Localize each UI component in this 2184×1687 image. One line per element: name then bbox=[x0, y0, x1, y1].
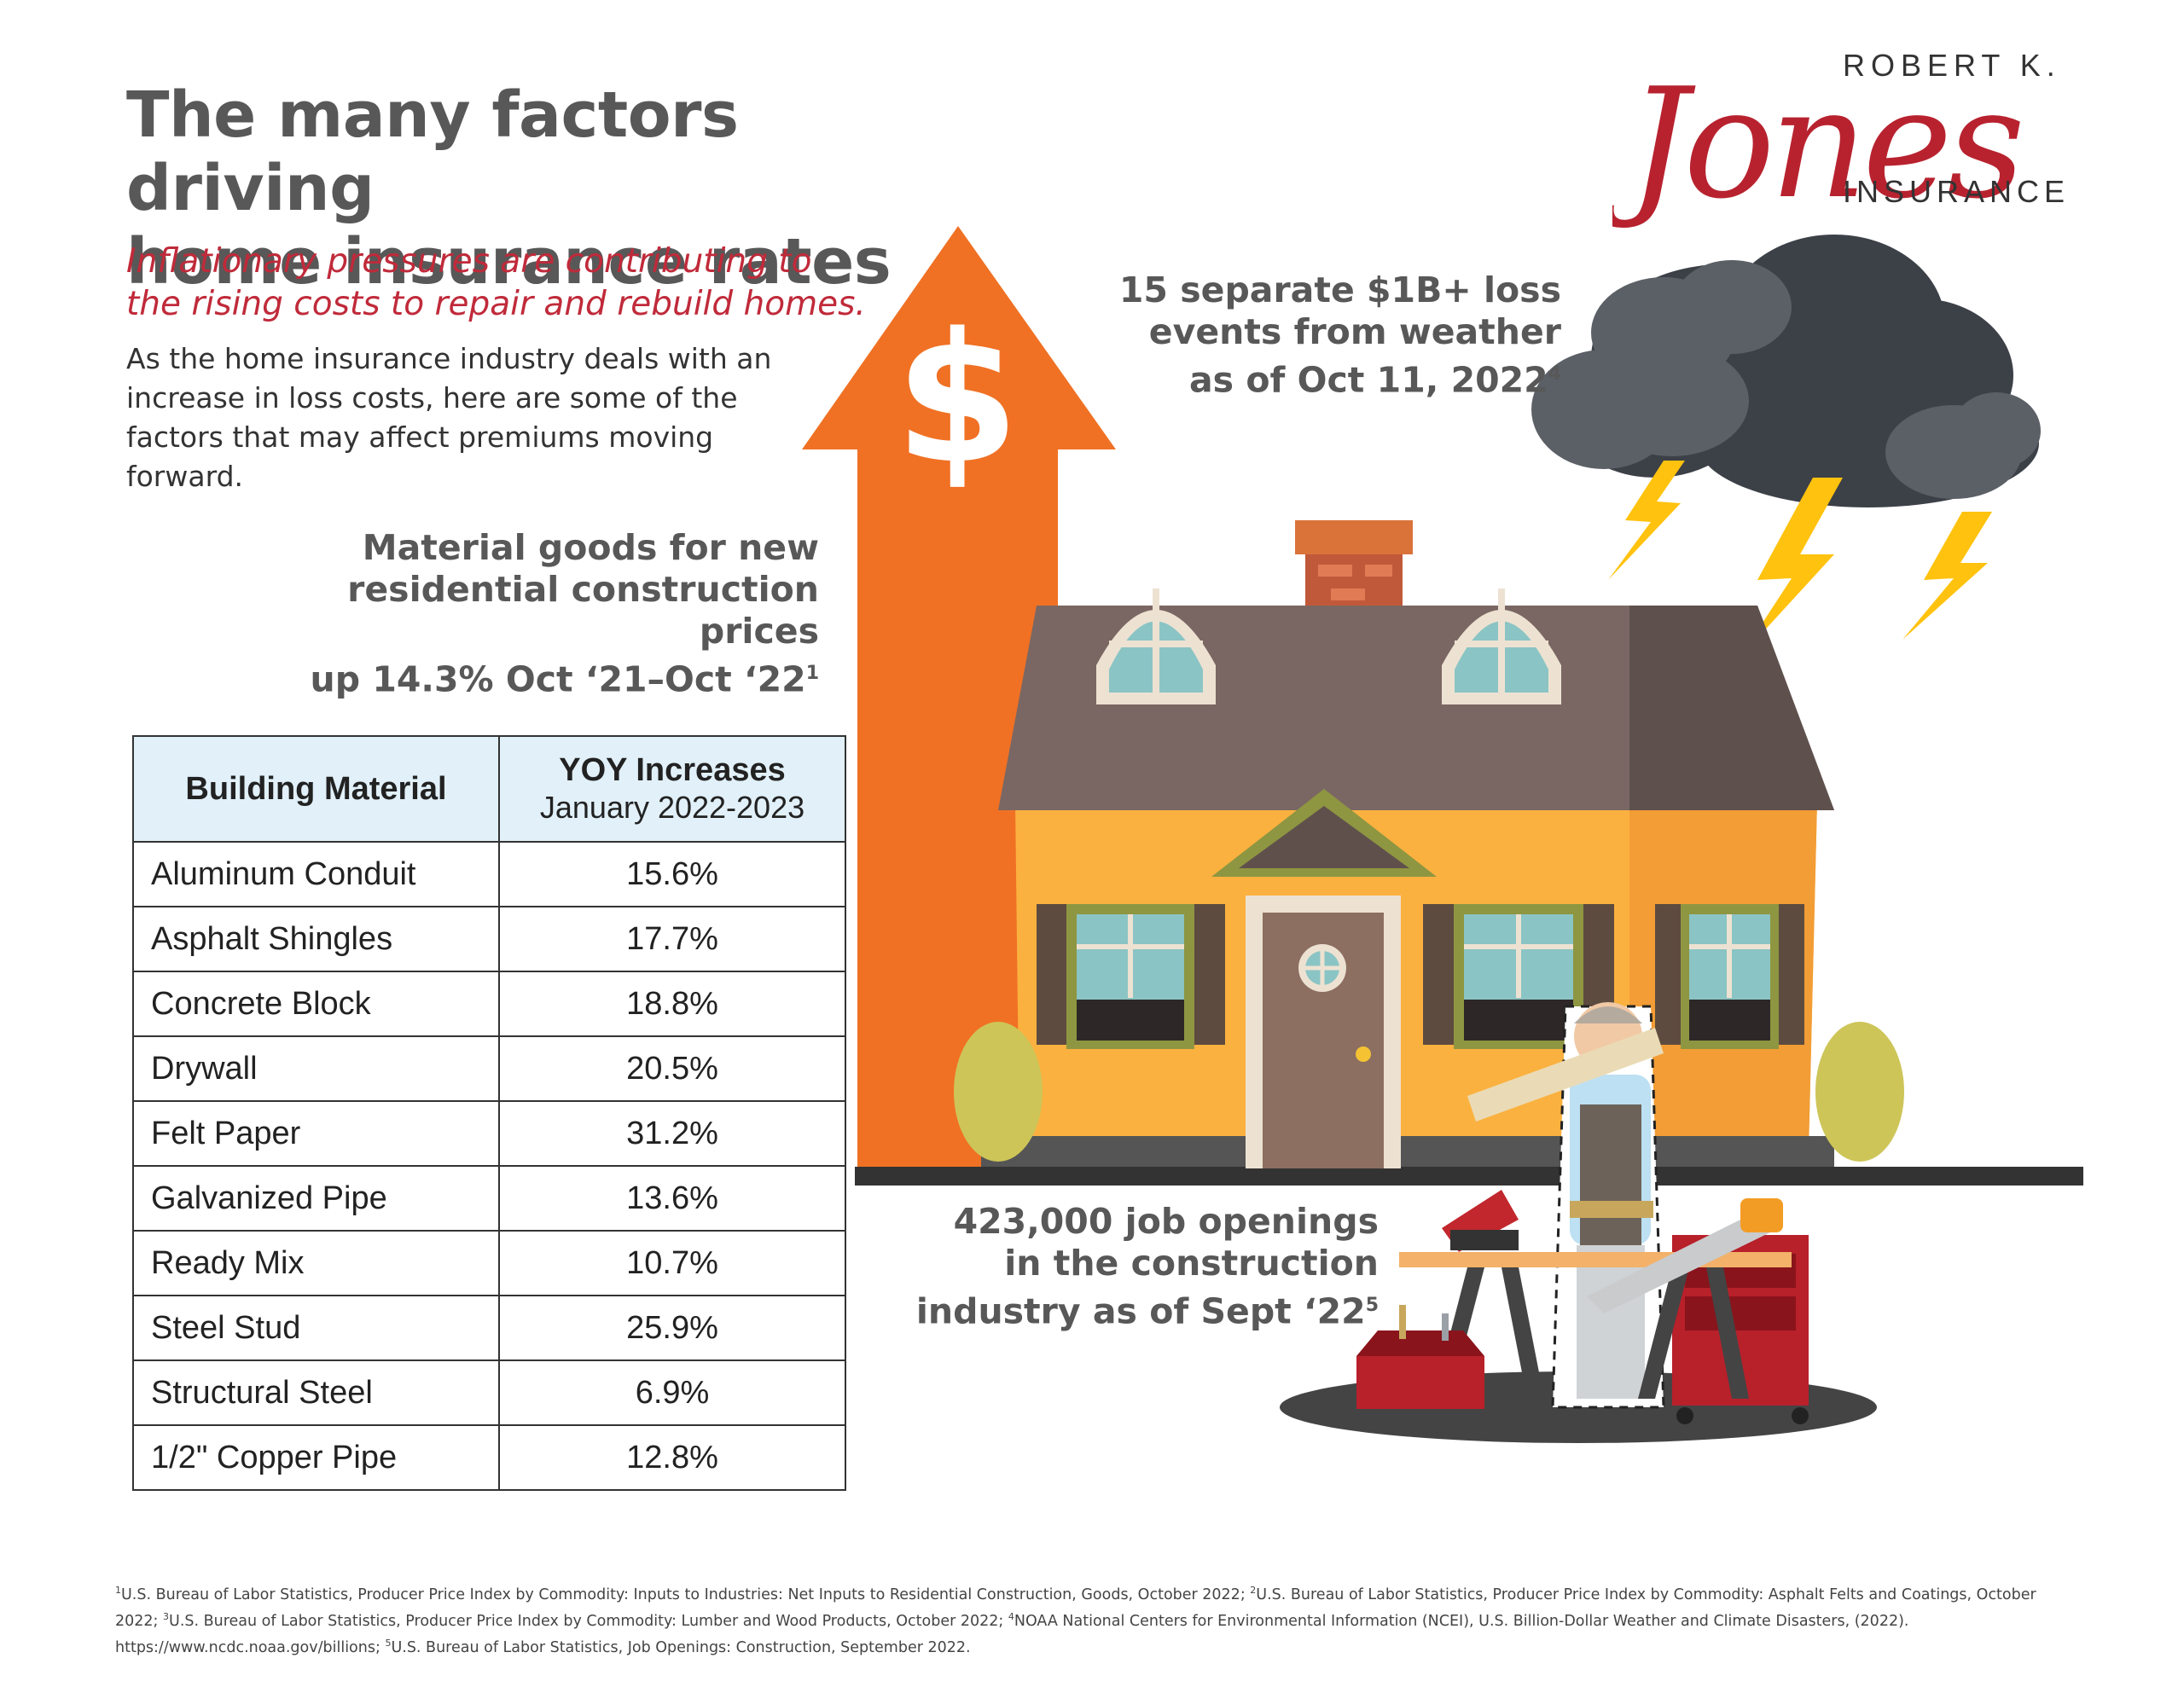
material-increase: 25.9% bbox=[498, 1295, 846, 1361]
footnote-number: 2 bbox=[1250, 1585, 1257, 1596]
stat-jobs-line-1: 423,000 job openings bbox=[953, 1201, 1379, 1242]
table-row: Steel Stud 25.9% bbox=[132, 1295, 846, 1361]
intro-line-3: factors that may affect premiums moving … bbox=[126, 420, 714, 493]
page-title: The many factors driving home insurance … bbox=[126, 78, 979, 299]
stat-weather-line-2: events from weather bbox=[1148, 311, 1561, 352]
lightning-bolt-icon bbox=[1608, 461, 1685, 580]
stat-material-line-3: up 14.3% Oct ‘21–Oct ‘22 bbox=[310, 658, 806, 700]
footnote-text: U.S. Bureau of Labor Statistics, Job Ope… bbox=[391, 1638, 971, 1656]
material-name: Concrete Block bbox=[132, 971, 500, 1037]
material-increase: 20.5% bbox=[498, 1035, 846, 1102]
storm-cloud-icon bbox=[1531, 235, 2041, 507]
footnote-number: 1 bbox=[115, 1585, 121, 1596]
stat-job-openings: 423,000 job openings in the construction… bbox=[853, 1201, 1379, 1333]
material-name: Asphalt Shingles bbox=[132, 906, 500, 972]
stat-jobs-line-2: in the construction bbox=[1004, 1243, 1379, 1284]
stat-material-prices: Material goods for new residential const… bbox=[222, 527, 819, 701]
material-name: Felt Paper bbox=[132, 1100, 500, 1167]
intro-line-2: increase in loss costs, here are some of… bbox=[126, 381, 738, 415]
table-header-row: Building Material YOY Increases January … bbox=[132, 735, 846, 843]
table-row: Aluminum Conduit 15.6% bbox=[132, 841, 846, 907]
material-increase: 18.8% bbox=[498, 971, 846, 1037]
lightning-bolt-icon bbox=[1740, 478, 1843, 657]
stat-weather-line-1: 15 separate $1B+ loss bbox=[1118, 270, 1561, 310]
lightning-bolt-icon bbox=[1902, 512, 1992, 640]
material-increase: 13.6% bbox=[498, 1165, 846, 1232]
house-icon bbox=[954, 520, 1904, 1168]
footnotes: 1U.S. Bureau of Labor Statistics, Produc… bbox=[115, 1580, 2077, 1658]
footnote-ref: 1 bbox=[805, 663, 819, 684]
material-increase: 17.7% bbox=[498, 906, 846, 972]
header-yoy-title: YOY Increases bbox=[559, 752, 786, 788]
material-increase: 12.8% bbox=[498, 1424, 846, 1491]
footnote-number: 4 bbox=[1008, 1610, 1014, 1622]
material-increase: 6.9% bbox=[498, 1359, 846, 1426]
subtitle: Inflationary pressures are contributing … bbox=[126, 241, 894, 326]
table-row: Structural Steel 6.9% bbox=[132, 1359, 846, 1426]
ground-line bbox=[855, 1167, 2083, 1186]
logo-insurance: INSURANCE bbox=[1843, 174, 2071, 209]
header-yoy-period: January 2022-2023 bbox=[539, 790, 805, 825]
intro-text: As the home insurance industry deals wit… bbox=[126, 339, 809, 496]
material-name: Aluminum Conduit bbox=[132, 841, 500, 907]
footnote-ref: 5 bbox=[1365, 1295, 1379, 1316]
company-logo: Jones bbox=[1612, 55, 2026, 232]
material-increase: 10.7% bbox=[498, 1230, 846, 1296]
stat-weather-line-3: as of Oct 11, 2022 bbox=[1189, 359, 1548, 401]
footnote-text: U.S. Bureau of Labor Statistics, Produce… bbox=[115, 1586, 2036, 1630]
title-line-2: home insurance rates bbox=[126, 225, 892, 299]
footnote-ref: 4 bbox=[1548, 363, 1561, 385]
material-name: Structural Steel bbox=[132, 1359, 500, 1426]
subtitle-line-2: the rising costs to repair and rebuild h… bbox=[126, 285, 866, 323]
table-row: Ready Mix 10.7% bbox=[132, 1230, 846, 1296]
stat-material-line-1: Material goods for new bbox=[362, 527, 819, 568]
table-row: Concrete Block 18.8% bbox=[132, 971, 846, 1037]
table-row: Drywall 20.5% bbox=[132, 1035, 846, 1102]
dollar-sign-icon: $ bbox=[895, 294, 1019, 503]
footnote-number: 5 bbox=[385, 1637, 392, 1649]
stat-jobs-line-3: industry as of Sept ‘22 bbox=[915, 1290, 1366, 1332]
footnote-number: 3 bbox=[163, 1610, 170, 1622]
table-row: 1/2" Copper Pipe 12.8% bbox=[132, 1424, 846, 1491]
subtitle-line-1: Inflationary pressures are contributing … bbox=[126, 242, 812, 281]
title-line-1: The many factors driving bbox=[126, 78, 739, 225]
table-row: Galvanized Pipe 13.6% bbox=[132, 1165, 846, 1232]
header-building-material: Building Material bbox=[132, 735, 500, 843]
footnote-text: U.S. Bureau of Labor Statistics, Produce… bbox=[121, 1586, 1246, 1603]
stat-weather-events: 15 separate $1B+ loss events from weathe… bbox=[990, 270, 1561, 402]
material-name: Galvanized Pipe bbox=[132, 1165, 500, 1232]
material-increase: 15.6% bbox=[498, 841, 846, 907]
table-row: Asphalt Shingles 17.7% bbox=[132, 906, 846, 972]
stat-material-line-2: residential construction prices bbox=[347, 569, 819, 652]
material-name: Drywall bbox=[132, 1035, 500, 1102]
intro-line-1: As the home insurance industry deals wit… bbox=[126, 342, 772, 375]
material-name: Ready Mix bbox=[132, 1230, 500, 1296]
material-name: 1/2" Copper Pipe bbox=[132, 1424, 500, 1491]
table-row: Felt Paper 31.2% bbox=[132, 1100, 846, 1167]
footnote-text: NOAA National Centers for Environmental … bbox=[115, 1612, 1909, 1656]
construction-worker-icon bbox=[1280, 1002, 1877, 1443]
logo-robert-k: ROBERT K. bbox=[1843, 48, 2061, 83]
material-increase: 31.2% bbox=[498, 1100, 846, 1167]
material-name: Steel Stud bbox=[132, 1295, 500, 1361]
footnote-text: U.S. Bureau of Labor Statistics, Produce… bbox=[169, 1612, 1004, 1630]
logo-script-jones: Jones bbox=[1612, 55, 2021, 232]
header-yoy-increases: YOY Increases January 2022-2023 bbox=[498, 735, 846, 843]
building-material-table: Building Material YOY Increases January … bbox=[132, 735, 846, 1491]
